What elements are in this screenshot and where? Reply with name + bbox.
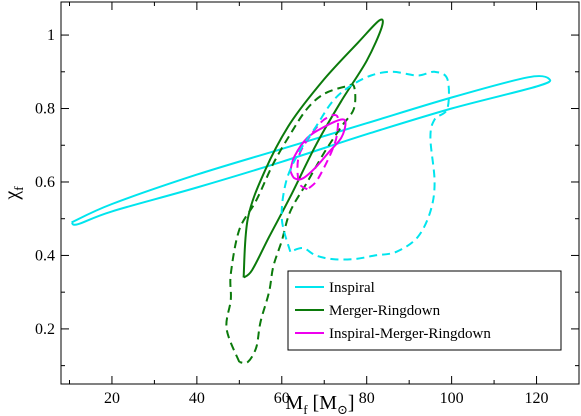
y-tick-label: 0.8 xyxy=(35,101,55,118)
legend-box xyxy=(287,270,562,351)
plot-region xyxy=(70,18,552,365)
y-tick-label: 1 xyxy=(47,27,55,44)
legend-label: Inspiral xyxy=(329,280,375,296)
y-tick-label: 0.4 xyxy=(35,247,55,264)
x-tick-label: 40 xyxy=(189,390,205,407)
x-tick-label: 100 xyxy=(440,390,464,407)
axis-ticks xyxy=(61,2,580,384)
legend: Inspiral Merger-Ringdown Inspiral-Merger-R… xyxy=(287,270,562,351)
contour-inspiral-merger-ringdown-dashed-1 xyxy=(296,113,340,191)
x-axis-label: Mf [M⊙] xyxy=(285,392,354,416)
contour-series-3-dashed-0 xyxy=(280,70,450,261)
contour-inspiral-solid-0 xyxy=(70,75,552,226)
contour-merger-ringdown-dashed-1 xyxy=(225,83,357,365)
x-tick-label: 20 xyxy=(104,390,120,407)
plot-frame xyxy=(60,1,580,385)
legend-label: Merger-Ringdown xyxy=(329,303,441,319)
y-tick-label: 0.2 xyxy=(35,321,55,338)
contour-merger-ringdown-solid-0 xyxy=(242,18,384,279)
y-axis-label: χf xyxy=(1,186,26,201)
x-tick-label: 120 xyxy=(525,390,549,407)
x-tick-label: 60 xyxy=(274,390,290,407)
y-tick-label: 0.6 xyxy=(35,174,55,191)
tick-labels: 20 40 60 80 100 120 0.2 0.4 0.6 0.8 1 xyxy=(35,27,549,407)
legend-label: Inspiral-Merger-Ringdown xyxy=(329,326,491,342)
x-tick-label: 80 xyxy=(359,390,375,407)
